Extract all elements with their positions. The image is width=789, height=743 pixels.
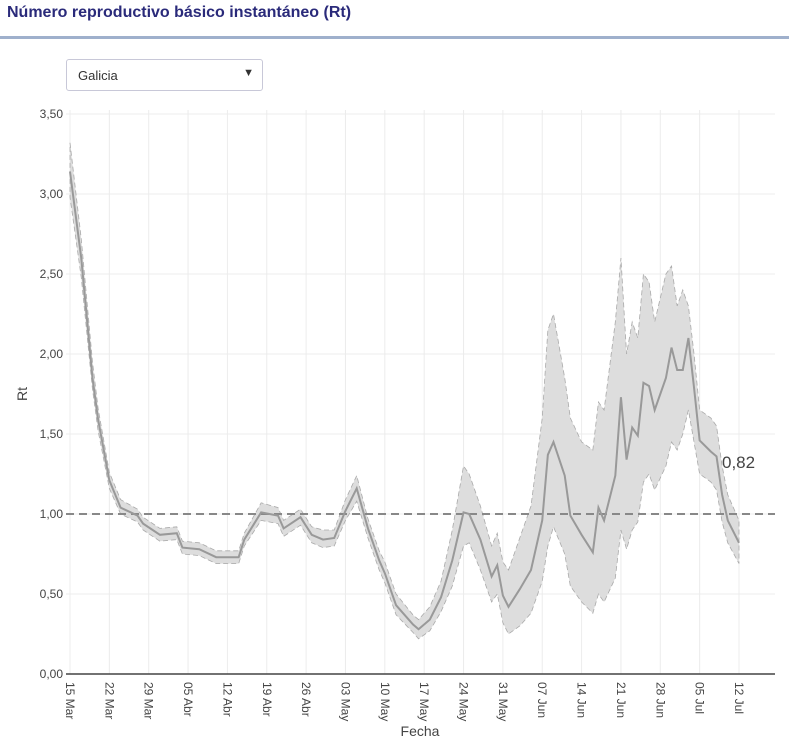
x-tick-label: 28 Jun — [653, 682, 667, 718]
y-tick-label: 3,00 — [40, 187, 64, 201]
x-tick-label: 24 May — [457, 682, 471, 721]
x-tick-label: 19 Abr — [260, 682, 274, 717]
x-tick-label: 29 Mar — [142, 682, 156, 719]
x-tick-label: 05 Jul — [693, 682, 707, 714]
region-select-value: Galicia — [78, 68, 118, 83]
last-value-label: 0,82 — [722, 453, 755, 472]
y-tick-label: 2,00 — [40, 347, 64, 361]
page-title: Número reproductivo básico instantáneo (… — [7, 4, 352, 21]
y-axis-label: Rt — [14, 387, 30, 401]
region-select[interactable]: Galicia ▼ — [66, 59, 263, 91]
x-tick-label: 22 Mar — [102, 682, 116, 719]
title-divider — [0, 36, 789, 39]
x-tick-label: 26 Abr — [299, 682, 313, 717]
chevron-down-icon: ▼ — [243, 67, 254, 79]
x-tick-label: 03 May — [338, 682, 352, 721]
y-tick-label: 1,50 — [40, 427, 64, 441]
x-tick-label: 31 May — [496, 682, 510, 721]
y-tick-label: 1,00 — [40, 507, 64, 521]
x-tick-label: 10 May — [378, 682, 392, 721]
y-tick-label: 0,50 — [40, 587, 64, 601]
x-tick-label: 15 Mar — [63, 682, 77, 719]
x-tick-label: 12 Jul — [732, 682, 746, 714]
x-tick-label: 21 Jun — [614, 682, 628, 718]
x-axis-label: Fecha — [401, 723, 440, 739]
y-tick-label: 2,50 — [40, 267, 64, 281]
y-tick-label: 3,50 — [40, 107, 64, 121]
confidence-band — [69, 142, 740, 640]
x-tick-label: 05 Abr — [181, 682, 195, 717]
x-tick-label: 17 May — [417, 682, 431, 721]
y-tick-label: 0,00 — [40, 667, 64, 681]
rt-series-line — [69, 171, 740, 631]
x-tick-label: 14 Jun — [575, 682, 589, 718]
x-tick-label: 12 Abr — [220, 682, 234, 717]
x-tick-label: 07 Jun — [535, 682, 549, 718]
